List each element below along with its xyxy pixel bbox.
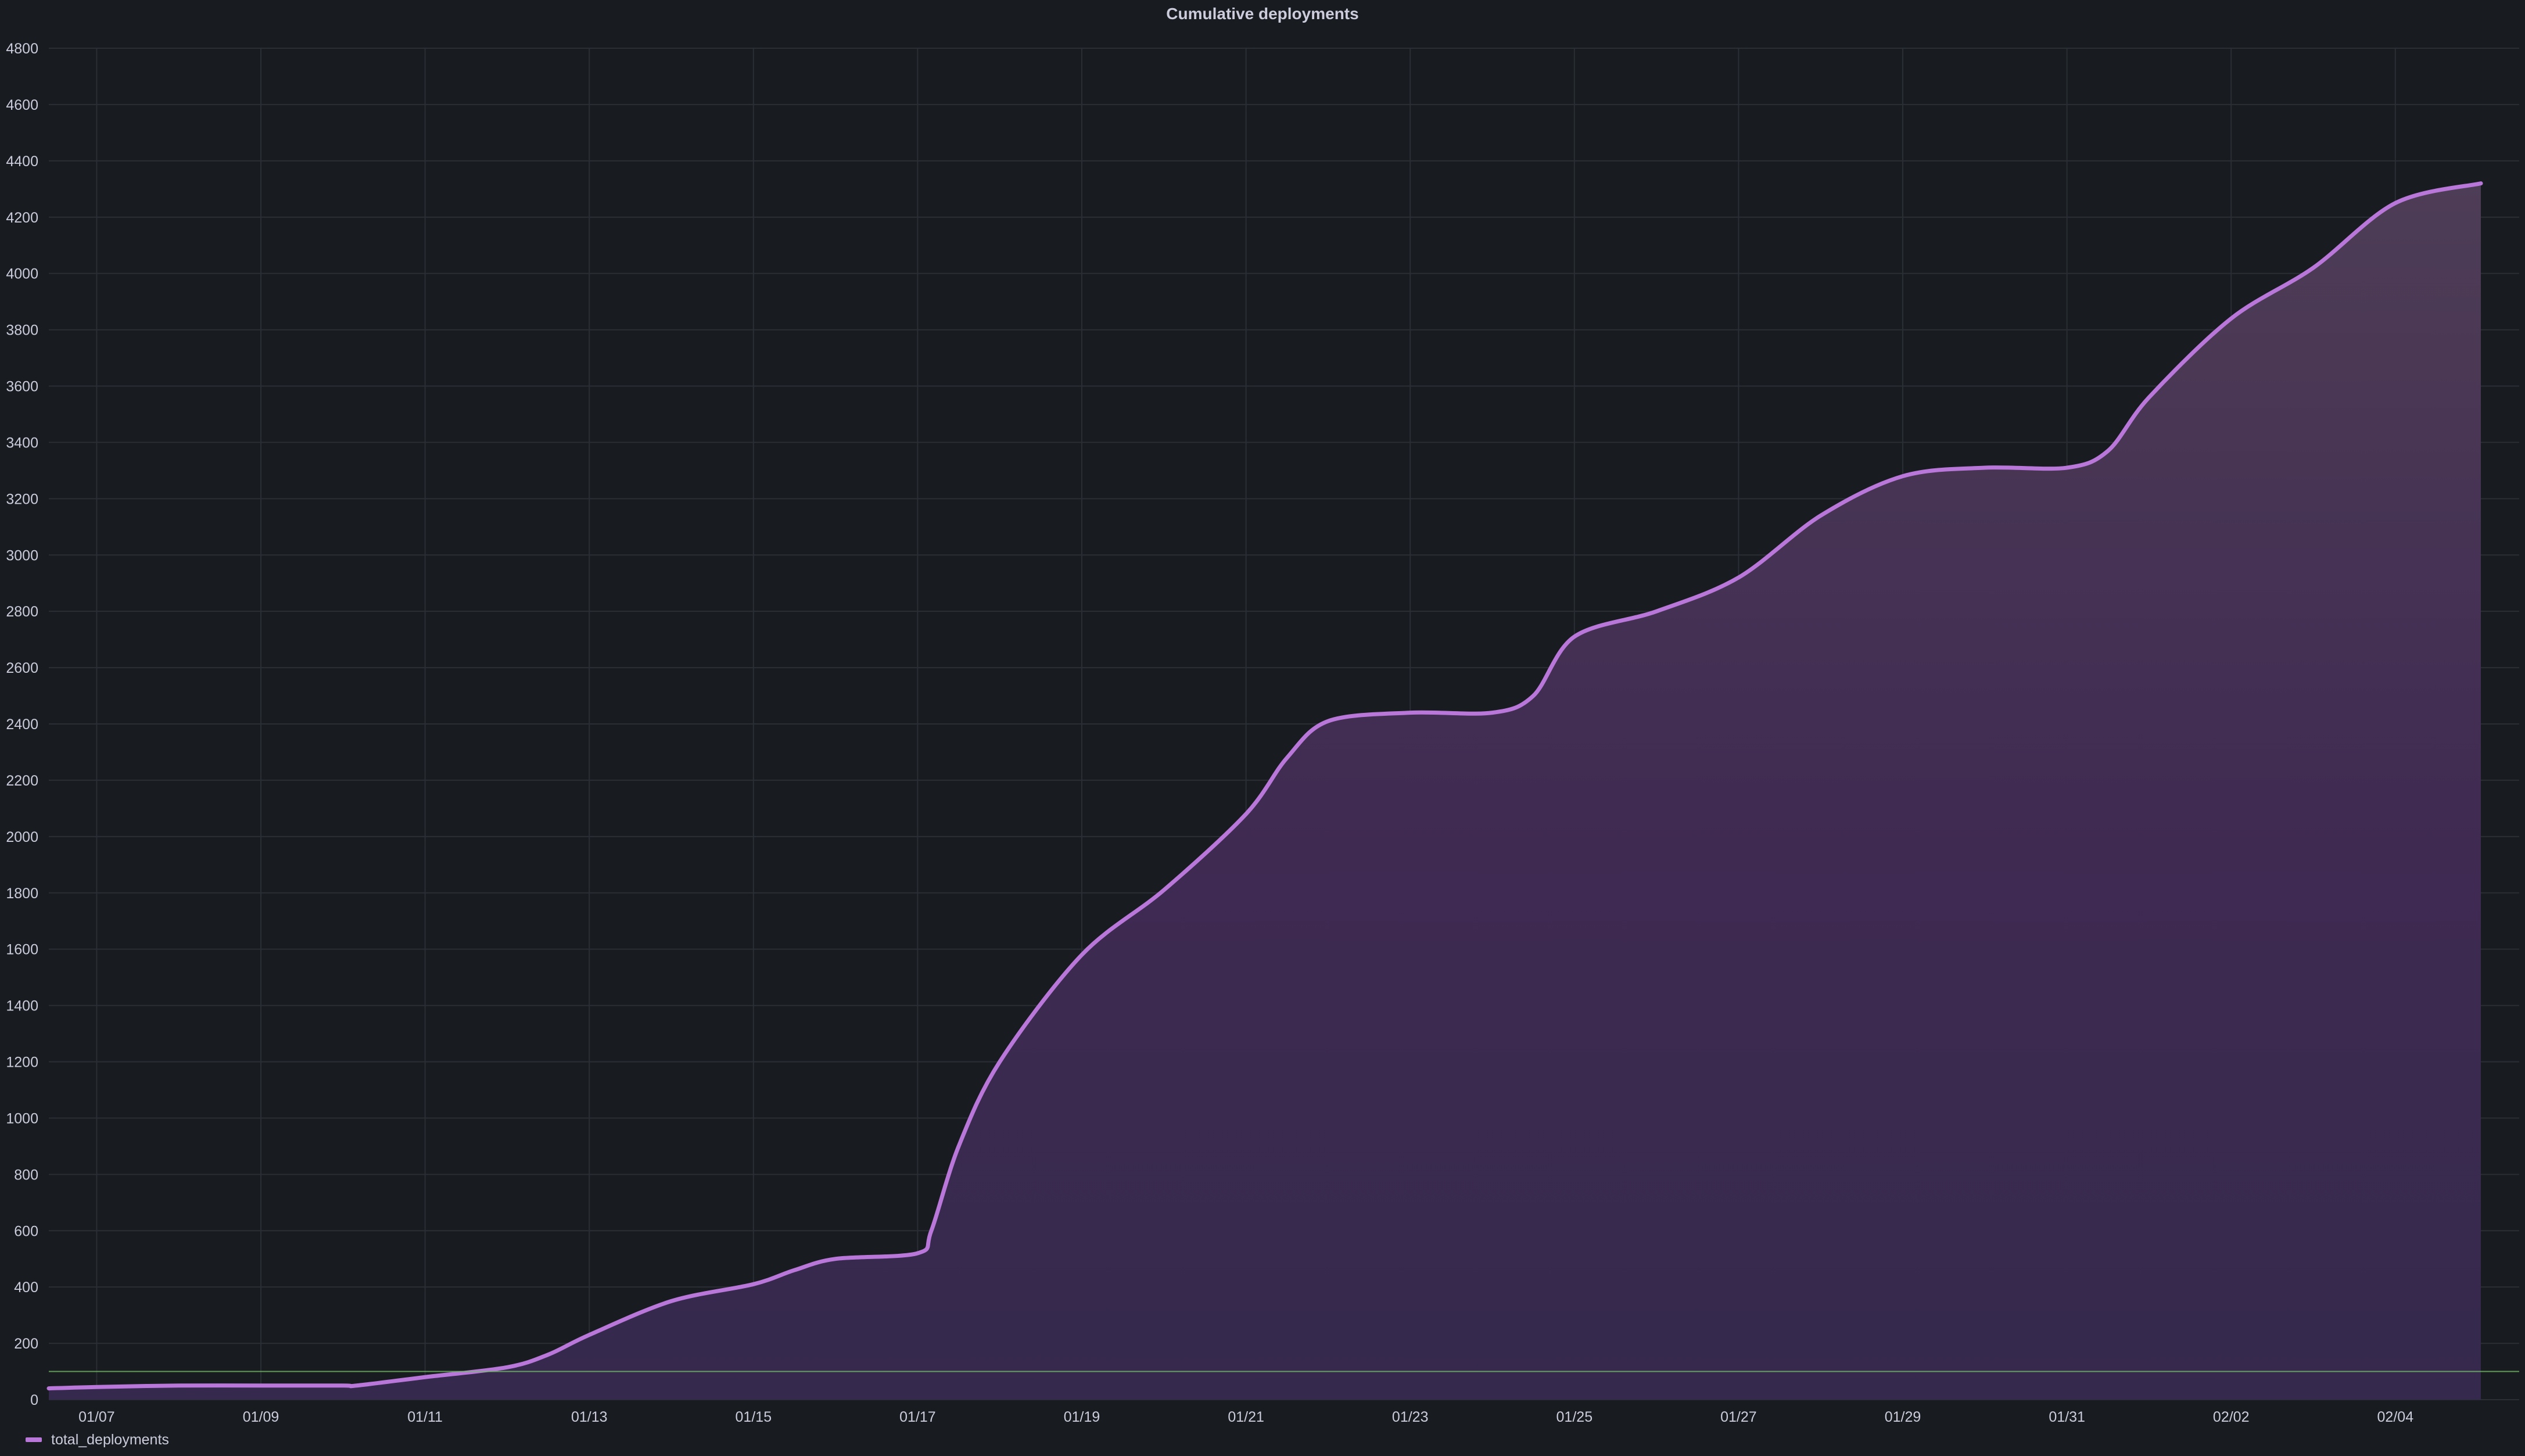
panel-title[interactable]: Cumulative deployments [1166, 5, 1359, 23]
y-tick-label: 1600 [6, 942, 38, 958]
legend-item-total-deployments[interactable]: total_deployments [26, 1429, 169, 1450]
x-tick-label: 02/04 [2377, 1409, 2414, 1425]
x-tick-label: 02/02 [2213, 1409, 2250, 1425]
x-tick-label: 01/15 [736, 1409, 772, 1425]
y-tick-label: 1200 [6, 1055, 38, 1071]
y-tick-label: 2600 [6, 660, 38, 676]
y-tick-label: 3600 [6, 379, 38, 395]
y-tick-label: 3000 [6, 547, 38, 564]
y-tick-label: 2800 [6, 604, 38, 620]
y-tick-label: 0 [30, 1392, 38, 1408]
y-tick-label: 2400 [6, 716, 38, 733]
x-tick-label: 01/13 [571, 1409, 608, 1425]
y-tick-label: 400 [14, 1279, 38, 1296]
y-tick-label: 200 [14, 1336, 38, 1352]
y-axis: 0 200 400 600 800 1000 1200 1400 1600 1800 2000 220… [6, 41, 38, 1408]
series-line-total_deployments[interactable] [46, 181, 2483, 1391]
x-tick-label: 01/11 [407, 1409, 443, 1425]
x-tick-label: 01/27 [1720, 1409, 1757, 1425]
x-tick-label: 01/29 [1885, 1409, 1921, 1425]
series-layer[interactable] [46, 181, 2483, 1400]
y-tick-label: 4000 [6, 266, 38, 282]
y-tick-label: 600 [14, 1223, 38, 1239]
y-tick-label: 3400 [6, 435, 38, 451]
x-tick-label: 01/25 [1556, 1409, 1593, 1425]
y-tick-label: 4200 [6, 210, 38, 226]
x-tick-label: 01/09 [243, 1409, 279, 1425]
legend-label: total_deployments [51, 1431, 169, 1448]
y-tick-label: 2000 [6, 829, 38, 845]
x-axis: 01/07 01/09 01/11 01/13 01/15 01/17 01/19 01/21… [78, 1409, 2413, 1425]
y-tick-label: 4600 [6, 97, 38, 113]
y-tick-label: 3200 [6, 491, 38, 507]
x-tick-label: 01/23 [1392, 1409, 1429, 1425]
x-tick-label: 01/31 [2049, 1409, 2085, 1425]
y-tick-label: 4800 [6, 41, 38, 57]
y-tick-label: 1400 [6, 998, 38, 1014]
y-tick-label: 1000 [6, 1110, 38, 1127]
y-tick-label: 1800 [6, 885, 38, 902]
x-tick-label: 01/17 [899, 1409, 936, 1425]
y-tick-label: 800 [14, 1167, 38, 1183]
x-tick-label: 01/07 [78, 1409, 115, 1425]
y-tick-label: 2200 [6, 773, 38, 789]
x-tick-label: 01/19 [1064, 1409, 1100, 1425]
x-tick-label: 01/21 [1228, 1409, 1264, 1425]
y-tick-label: 4400 [6, 153, 38, 170]
legend-swatch [26, 1437, 42, 1442]
y-tick-label: 3800 [6, 322, 38, 339]
